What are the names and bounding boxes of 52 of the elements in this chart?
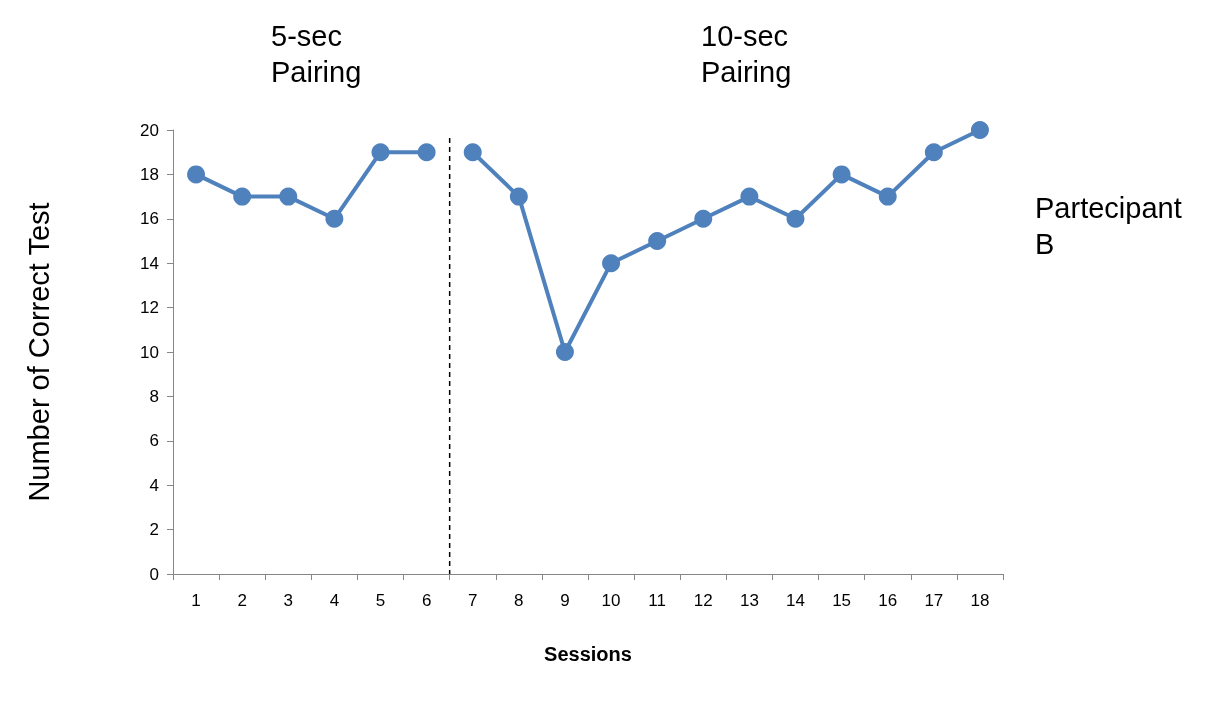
x-tick-label: 10 xyxy=(601,591,621,610)
x-tick-label: 9 xyxy=(560,591,570,610)
point xyxy=(233,187,252,206)
point xyxy=(279,187,298,206)
x-tick-label: 2 xyxy=(237,591,247,610)
x-tick-label: 3 xyxy=(283,591,294,610)
x-tick-label: 5 xyxy=(375,591,386,610)
y-tick-label: 2 xyxy=(149,520,159,540)
x-tick-label: 1 xyxy=(191,591,201,610)
x-tick-label: 7 xyxy=(467,591,478,610)
x-tick-label: 11 xyxy=(648,591,666,610)
text: Partecipant B xyxy=(1035,192,1182,260)
y-tick-label: 0 xyxy=(149,564,159,584)
y-tick-label: 8 xyxy=(149,386,159,406)
x-tick-label: 15 xyxy=(832,591,852,610)
text: 10-sec Pairing xyxy=(701,20,792,88)
x-tick-label: 18 xyxy=(970,591,990,610)
point xyxy=(187,165,206,184)
y-tick-label: 12 xyxy=(140,298,159,318)
point xyxy=(694,209,713,228)
point xyxy=(325,209,344,228)
point xyxy=(509,187,528,206)
point xyxy=(832,165,851,184)
x-tick-label: 6 xyxy=(421,591,432,610)
point xyxy=(970,121,989,139)
x-tick-label: 13 xyxy=(739,591,759,610)
point xyxy=(463,143,482,162)
x-tick-label: 17 xyxy=(924,591,944,610)
y-tick-label: 10 xyxy=(140,342,159,362)
point xyxy=(371,143,390,162)
x-tick-label: 12 xyxy=(693,591,713,610)
point xyxy=(648,232,667,250)
y-axis-title: Number of Correct Test xyxy=(22,202,55,502)
point xyxy=(602,254,621,273)
x-tick-label: 8 xyxy=(514,591,524,610)
point xyxy=(555,343,574,361)
point xyxy=(786,209,805,228)
y-tick-label: 4 xyxy=(149,475,159,495)
y-tick-label: 18 xyxy=(140,164,159,184)
point xyxy=(878,187,897,206)
point xyxy=(417,143,436,162)
x-axis-title: Sessions xyxy=(544,643,632,665)
y-tick-label: 20 xyxy=(140,120,159,140)
x-tick-label: 16 xyxy=(878,591,898,610)
point xyxy=(924,143,943,162)
y-tick-label: 6 xyxy=(149,431,159,451)
text: 5-sec Pairing xyxy=(271,20,362,88)
y-tick-label: 16 xyxy=(140,209,159,229)
point xyxy=(740,187,759,206)
x-tick-label: 4 xyxy=(329,591,340,610)
x-tick-label: 14 xyxy=(786,591,805,610)
y-tick-label: 14 xyxy=(140,253,159,273)
